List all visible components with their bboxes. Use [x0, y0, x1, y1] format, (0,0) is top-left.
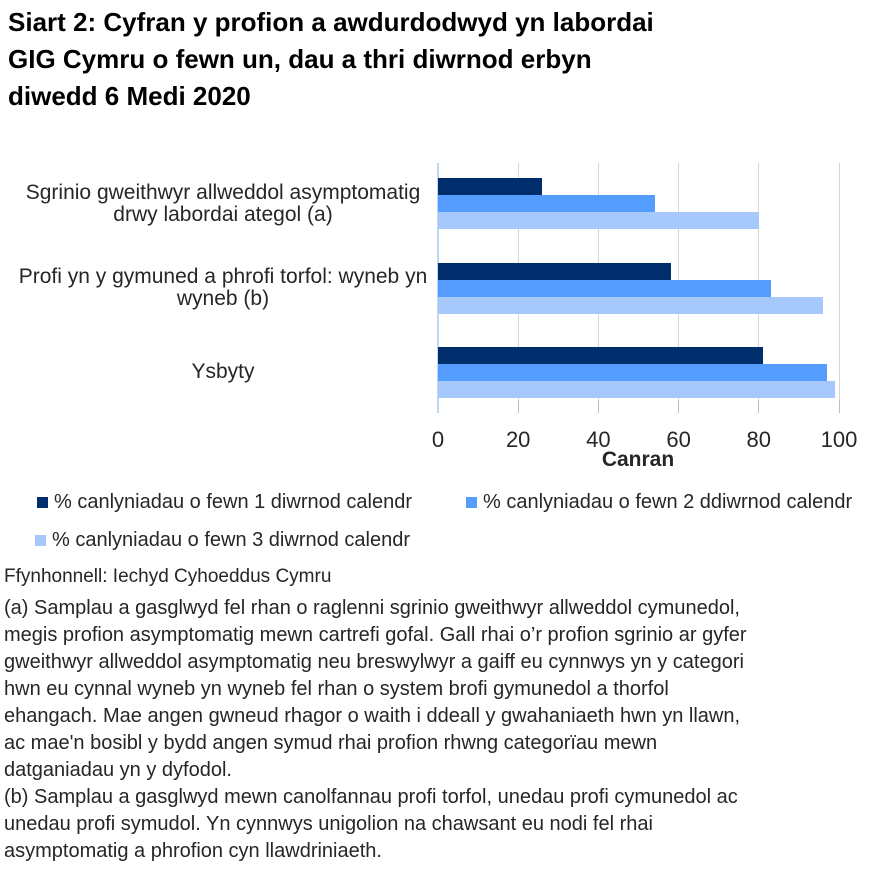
axis-tick — [838, 400, 840, 413]
bar-series2-cat2 — [438, 279, 771, 297]
x-tick-label: 100 — [820, 427, 858, 452]
bar-series3-cat3 — [438, 381, 835, 398]
legend-label: % canlyniadau o fewn 1 diwrnod calendr — [54, 491, 412, 513]
x-axis-title: Canran — [601, 448, 675, 471]
bar-series1-cat1 — [438, 178, 543, 195]
legend-swatch-icon — [37, 497, 48, 508]
legend-swatch-icon — [466, 497, 477, 508]
x-tick-label: 40 — [586, 427, 611, 452]
axis-tick — [758, 400, 760, 413]
bar-series2-cat3 — [438, 364, 827, 381]
axis-tick — [517, 400, 519, 413]
bar-series2-cat1 — [438, 195, 655, 212]
axis-tick — [678, 400, 680, 413]
legend-item-3: % canlyniadau o fewn 3 diwrnod calendr — [35, 529, 410, 552]
category-label: Profi yn y gymuned a phrofi torfol: wyne… — [18, 265, 428, 310]
plot-area — [437, 163, 840, 413]
bar-series3-cat1 — [438, 212, 759, 229]
bar-series3-cat2 — [438, 296, 823, 314]
chart-title: Siart 2: Cyfran y profion a awdurdodwyd … — [8, 7, 654, 111]
legend-label: % canlyniadau o fewn 2 ddiwrnod calendr — [483, 491, 853, 513]
bar-series1-cat2 — [438, 262, 671, 280]
category-label: Ysbyty — [191, 360, 255, 383]
legend-item-2: % canlyniadau o fewn 2 ddiwrnod calendr — [466, 491, 852, 514]
axis-tick — [597, 400, 599, 413]
footnote-a: (a) Samplau a gasglwyd fel rhan o raglen… — [4, 597, 747, 781]
gridline — [838, 163, 840, 400]
legend-label: % canlyniadau o fewn 3 diwrnod calendr — [52, 529, 410, 551]
x-tick-label: 0 — [431, 427, 445, 452]
legend-swatch-icon — [35, 535, 46, 546]
x-tick-label: 20 — [505, 427, 531, 452]
x-tick-label: 80 — [746, 427, 772, 452]
bar-series1-cat3 — [438, 347, 763, 364]
legend-item-1: % canlyniadau o fewn 1 diwrnod calendr — [37, 491, 412, 514]
category-label: Sgrinio gweithwyr allweddol asymptomatig… — [25, 181, 421, 226]
source-note: Ffynhonnell: Iechyd Cyhoeddus Cymru — [4, 566, 332, 587]
x-tick-label: 60 — [666, 427, 691, 452]
footnote-b: (b) Samplau a gasglwyd mewn canolfannau … — [4, 786, 738, 862]
